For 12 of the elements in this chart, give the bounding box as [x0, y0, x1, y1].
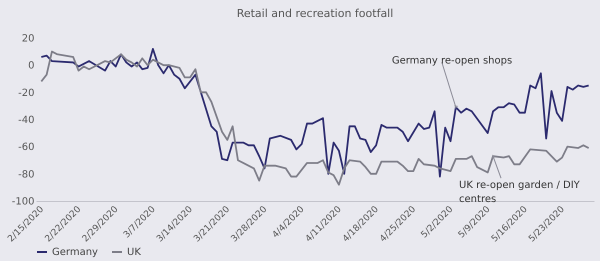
y-tick-label: -20	[18, 88, 34, 99]
chart-title: Retail and recreation footfall	[236, 7, 394, 20]
y-tick-label: -100	[12, 196, 34, 208]
annotation: UK re-open garden / DIY centres	[459, 180, 581, 206]
annotation: Germany re-open shops	[392, 55, 512, 66]
y-tick-label: -80	[18, 169, 34, 180]
y-tick-label: 0	[28, 60, 34, 72]
y-tick-label: -60	[18, 142, 34, 154]
y-tick-label: -40	[18, 115, 34, 126]
legend-label: Germany	[52, 247, 98, 258]
y-tick-label: 20	[22, 34, 34, 44]
legend-label: UK	[127, 247, 142, 258]
